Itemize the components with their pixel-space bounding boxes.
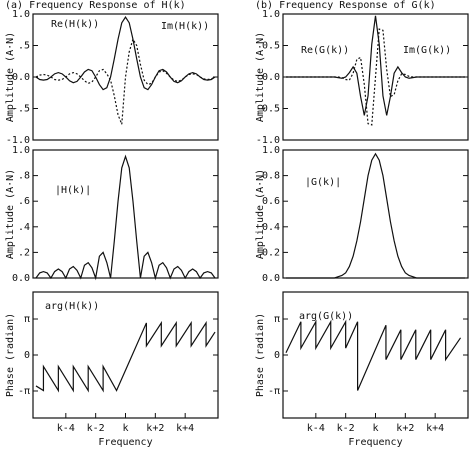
series-label: Re(H(k)) — [51, 19, 99, 30]
y-axis-label: Amplitude (A·N) — [255, 32, 266, 122]
y-tick-label: 1.0 — [262, 145, 280, 156]
y-tick-label: 0.5 — [262, 41, 280, 52]
y-tick-label: 1.0 — [12, 145, 30, 156]
x-tick-label: k — [372, 423, 378, 434]
y-tick-label: 0.0 — [262, 72, 280, 83]
x-tick-label: k — [122, 423, 128, 434]
x-tick-label: k+2 — [396, 423, 414, 434]
y-tick-label: π — [24, 314, 30, 325]
x-tick-label: k-2 — [87, 423, 105, 434]
y-tick-label: 0.0 — [12, 273, 30, 284]
y-tick-label: .5 — [18, 41, 30, 52]
y-tick-label: 1.0 — [12, 9, 30, 20]
y-axis-label: Amplitude (A·N) — [5, 169, 16, 259]
plot-frame — [282, 149, 469, 279]
y-tick-label: .2 — [18, 247, 30, 258]
data-line — [285, 28, 466, 126]
y-tick-label: 0 — [24, 350, 30, 361]
y-tick-label: 0.4 — [262, 222, 280, 233]
y-tick-label: -π — [268, 386, 280, 397]
plot-frame — [32, 13, 219, 141]
series-label: |H(k)| — [55, 185, 91, 196]
y-tick-label: 0.0 — [12, 72, 30, 83]
y-tick-label: .8 — [18, 171, 30, 182]
x-axis-label: Frequency — [98, 437, 152, 448]
y-tick-label: .6 — [18, 196, 30, 207]
data-line — [285, 319, 462, 391]
y-axis-label: Amplitude (A·N) — [5, 32, 16, 122]
series-label: Im(H(k)) — [161, 21, 209, 32]
x-tick-label: k-4 — [307, 423, 325, 434]
x-tick-label: k-4 — [57, 423, 75, 434]
y-axis-label: Phase (radian) — [255, 313, 266, 397]
panel-title: (b) Frequency Response of G(k) — [255, 0, 436, 11]
y-tick-label: .4 — [18, 222, 30, 233]
x-axis-label: Frequency — [348, 437, 402, 448]
y-tick-label: -1.0 — [6, 135, 30, 146]
y-tick-label: π — [274, 314, 280, 325]
y-tick-label: -.5 — [12, 104, 30, 115]
y-tick-label: 0.2 — [262, 247, 280, 258]
y-tick-label: 0.0 — [262, 273, 280, 284]
y-tick-label: 0.6 — [262, 196, 280, 207]
y-tick-label: 1.0 — [262, 9, 280, 20]
y-tick-label: -π — [18, 386, 30, 397]
series-label: Im(G(k)) — [403, 45, 451, 56]
series-label: Re(G(k)) — [301, 45, 349, 56]
series-label: arg(G(k)) — [299, 311, 353, 322]
panel-title: (a) Frequency Response of H(k) — [5, 0, 186, 11]
series-label: arg(H(k)) — [45, 301, 99, 312]
y-axis-label: Amplitude (A·N) — [255, 169, 266, 259]
x-tick-label: k+2 — [146, 423, 164, 434]
data-line — [35, 154, 216, 281]
y-tick-label: 0 — [274, 350, 280, 361]
data-line — [285, 15, 466, 116]
y-tick-label: -0.5 — [256, 104, 280, 115]
data-line — [35, 37, 216, 125]
y-tick-label: 0.8 — [262, 171, 280, 182]
y-tick-label: -1.0 — [256, 135, 280, 146]
x-tick-label: k+4 — [426, 423, 444, 434]
x-tick-label: k-2 — [337, 423, 355, 434]
series-label: |G(k)| — [305, 177, 341, 188]
x-tick-label: k+4 — [176, 423, 194, 434]
data-line — [35, 320, 216, 393]
y-axis-label: Phase (radian) — [5, 313, 16, 397]
plot-frame — [32, 149, 219, 279]
data-line — [285, 152, 466, 279]
